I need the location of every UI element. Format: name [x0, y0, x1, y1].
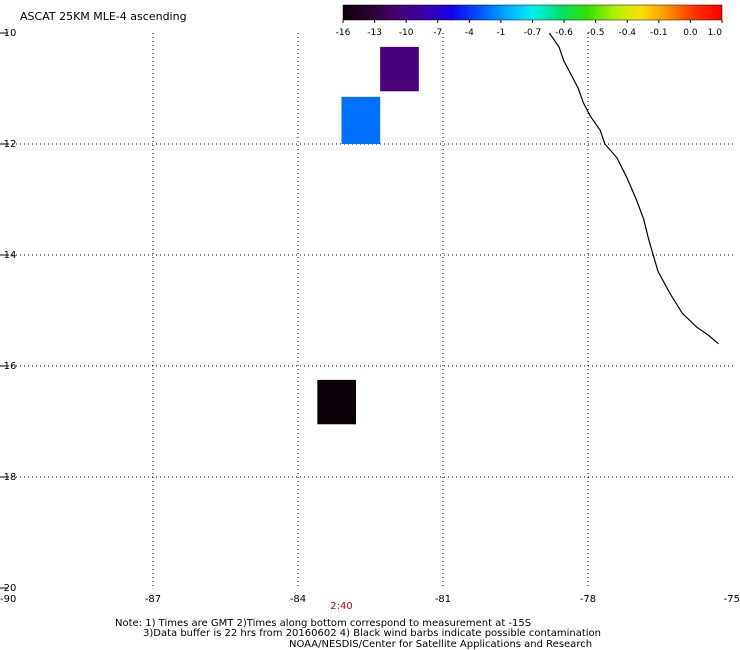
- wind-cell: [380, 46, 419, 92]
- colorbar-ramp: [342, 4, 723, 21]
- colorbar-label: -0.7: [524, 28, 542, 38]
- colorbar-labels: -16 -13 -10 -7 -4 -1 -0.7 -0.6 -0.5 -0.4 -0.1 0.0 1.…: [336, 20, 723, 38]
- lon-label: -81: [435, 594, 451, 605]
- lat-label: -20: [0, 583, 16, 594]
- lat-label: -12: [0, 139, 16, 150]
- wind-cell: [317, 379, 356, 425]
- lon-label: -90: [0, 594, 16, 605]
- coastline: [548, 32, 719, 345]
- wind-cell: [341, 96, 381, 144]
- colorbar-label: -4: [465, 28, 474, 38]
- lon-label: -84: [290, 594, 306, 605]
- note-line-2: 3)Data buffer is 22 hrs from 20160602 4)…: [143, 628, 601, 639]
- map-title: ASCAT 25KM MLE-4 ascending: [20, 10, 187, 23]
- colorbar-label: -10: [399, 28, 414, 38]
- lon-label: -75: [724, 594, 740, 605]
- colorbar-label: -0.6: [555, 28, 573, 38]
- lat-label: -14: [0, 250, 16, 261]
- time-marker-label: 2:40: [330, 601, 352, 612]
- colorbar-label: -0.5: [587, 28, 605, 38]
- colorbar-label: -16: [336, 28, 351, 38]
- longitude-labels: -90 -87 -84 -81 -78 -75: [0, 594, 740, 605]
- colorbar-label: -0.1: [650, 28, 668, 38]
- lat-label: -18: [0, 472, 16, 483]
- graticule: [8, 33, 733, 588]
- colorbar-label: -13: [367, 28, 382, 38]
- coastline-path: [548, 32, 719, 345]
- wind-data-cells: [317, 46, 419, 425]
- lon-label: -78: [580, 594, 596, 605]
- colorbar-label: -7: [433, 28, 442, 38]
- lat-label: -16: [0, 361, 16, 372]
- lat-label: -10: [0, 28, 16, 39]
- note-line-1: Note: 1) Times are GMT 2)Times along bot…: [115, 618, 531, 629]
- colorbar-label: 1.0: [708, 28, 723, 38]
- colorbar-label: -1: [496, 28, 505, 38]
- latitude-labels: -10 -12 -14 -16 -18 -20: [0, 28, 16, 594]
- axis-ticks: [0, 32, 8, 589]
- lon-label: -87: [145, 594, 161, 605]
- colorbar: [342, 4, 723, 21]
- note-line-3: NOAA/NESDIS/Center for Satellite Applica…: [289, 639, 592, 650]
- colorbar-label: 0.0: [683, 28, 698, 38]
- colorbar-label: -0.4: [618, 28, 636, 38]
